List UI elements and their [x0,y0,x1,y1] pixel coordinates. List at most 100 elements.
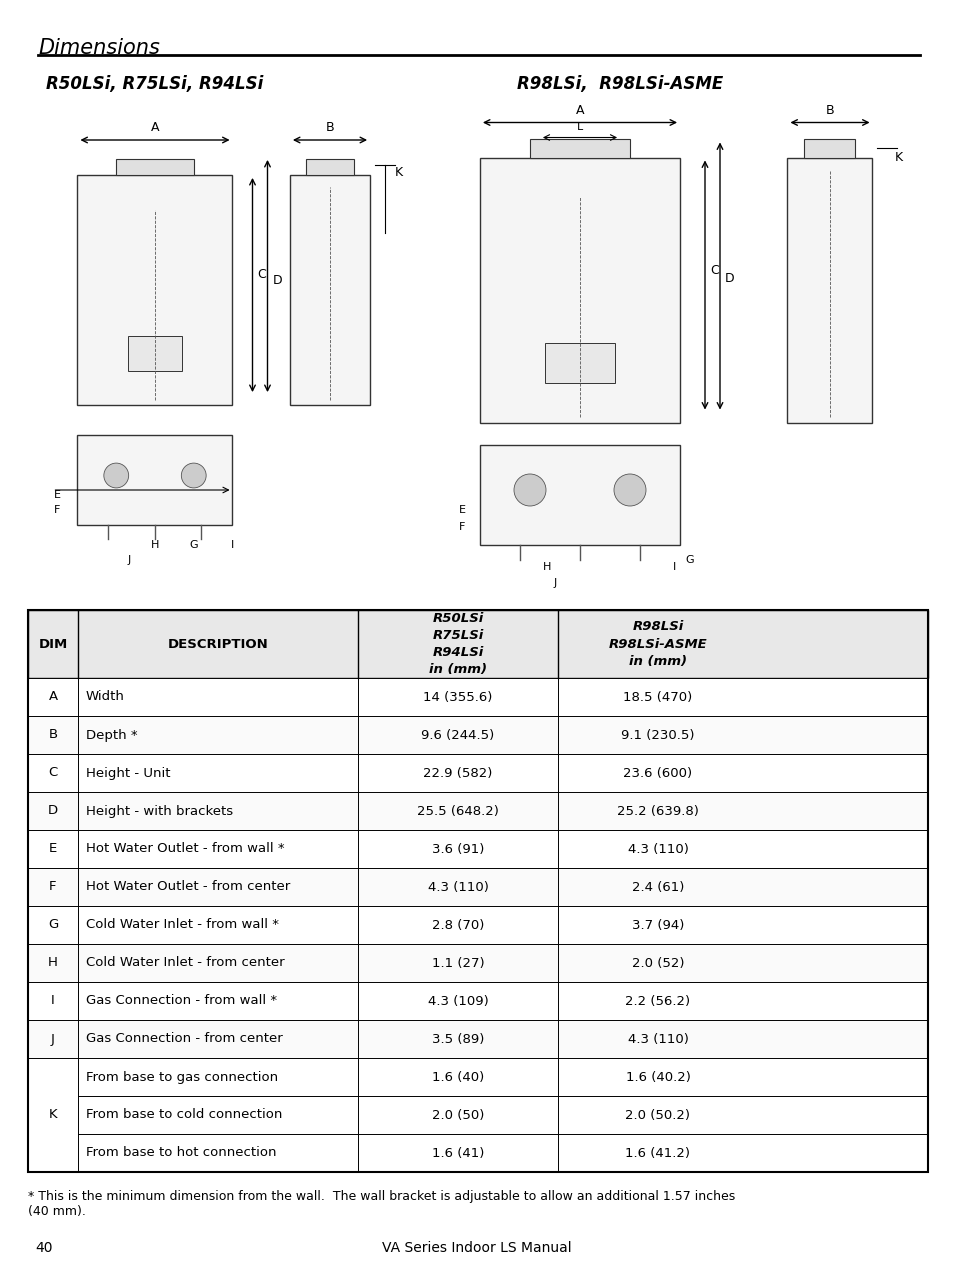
Text: F: F [50,880,56,894]
Text: A: A [576,103,583,117]
Text: 9.6 (244.5): 9.6 (244.5) [421,729,494,742]
Bar [28,906,927,944]
Bar [28,610,927,678]
Text: A: A [49,691,57,704]
Text: C: C [257,268,266,282]
Text: B: B [325,121,334,135]
Bar [530,138,629,157]
Bar [28,754,927,792]
Text: 14 (355.6): 14 (355.6) [423,691,492,704]
Text: C: C [49,767,57,780]
Bar [28,754,927,792]
Text: 2.0 (50): 2.0 (50) [432,1109,484,1121]
Text: R50LSi
R75LSi
R94LSi
in (mm): R50LSi R75LSi R94LSi in (mm) [429,612,486,676]
Text: 2.0 (52): 2.0 (52) [631,956,683,969]
Text: From base to cold connection: From base to cold connection [86,1109,282,1121]
Bar [28,678,927,716]
Text: H: H [151,540,159,550]
Bar [28,792,927,831]
Text: 2.4 (61): 2.4 (61) [631,880,683,894]
Text: 2.8 (70): 2.8 (70) [432,918,484,931]
Bar [479,444,679,545]
Bar [786,157,872,423]
Text: I: I [231,540,233,550]
Text: 9.1 (230.5): 9.1 (230.5) [620,729,694,742]
Text: 4.3 (110): 4.3 (110) [627,1033,688,1045]
Bar [479,157,679,423]
Bar [28,610,927,1172]
Text: J: J [128,555,131,565]
Bar [544,343,615,382]
Text: 1.6 (41): 1.6 (41) [432,1147,484,1160]
Text: 2.2 (56.2): 2.2 (56.2) [625,994,690,1007]
Text: E: E [458,505,465,516]
Bar [78,1058,927,1096]
Text: D: D [48,804,58,818]
Text: From base to hot connection: From base to hot connection [86,1147,276,1160]
Text: D: D [724,272,734,284]
Text: F: F [54,505,61,516]
Bar [28,716,927,754]
Text: 22.9 (582): 22.9 (582) [423,767,492,780]
Text: Width: Width [86,691,125,704]
Text: 25.2 (639.8): 25.2 (639.8) [617,804,699,818]
Bar [28,944,927,982]
Bar [116,159,193,175]
Text: I: I [51,994,55,1007]
Text: G: G [190,540,198,550]
Text: 1.1 (27): 1.1 (27) [432,956,484,969]
Circle shape [514,474,545,505]
Text: 2.0 (50.2): 2.0 (50.2) [625,1109,690,1121]
Text: 40: 40 [35,1241,52,1255]
Bar [28,1058,78,1172]
Text: H: H [542,563,550,572]
Text: 18.5 (470): 18.5 (470) [622,691,692,704]
Circle shape [104,464,129,488]
Text: J: J [51,1033,55,1045]
Bar [28,716,927,754]
Text: R98LSi,  R98LSi-ASME: R98LSi, R98LSi-ASME [517,75,722,93]
Bar [28,906,927,944]
Text: Cold Water Inlet - from center: Cold Water Inlet - from center [86,956,284,969]
Text: F: F [458,522,465,532]
Text: Height - Unit: Height - Unit [86,767,171,780]
Bar [28,610,927,678]
Bar [28,982,927,1020]
Text: Gas Connection - from center: Gas Connection - from center [86,1033,282,1045]
Text: L: L [577,122,582,132]
Text: 25.5 (648.2): 25.5 (648.2) [416,804,498,818]
Text: DESCRIPTION: DESCRIPTION [168,638,268,650]
Bar [28,831,927,867]
Text: K: K [49,1109,57,1121]
Text: K: K [395,166,403,179]
Text: From base to gas connection: From base to gas connection [86,1071,278,1083]
Text: 1.6 (40.2): 1.6 (40.2) [625,1071,690,1083]
Text: C: C [709,263,718,277]
Text: Hot Water Outlet - from center: Hot Water Outlet - from center [86,880,290,894]
Text: Depth *: Depth * [86,729,137,742]
Text: 1.6 (41.2): 1.6 (41.2) [625,1147,690,1160]
Bar [78,1096,927,1134]
Text: Cold Water Inlet - from wall *: Cold Water Inlet - from wall * [86,918,278,931]
Bar [78,1134,927,1172]
Text: K: K [894,151,902,164]
Bar [28,982,927,1020]
Text: DIM: DIM [38,638,68,650]
Bar [28,1020,927,1058]
Text: 3.6 (91): 3.6 (91) [432,842,484,856]
Text: Gas Connection - from wall *: Gas Connection - from wall * [86,994,276,1007]
Text: E: E [49,842,57,856]
Text: 4.3 (110): 4.3 (110) [427,880,488,894]
Text: 3.5 (89): 3.5 (89) [432,1033,484,1045]
Bar [128,337,182,371]
Bar [306,159,354,175]
Bar [77,175,233,405]
Text: J: J [553,578,556,588]
Text: 3.7 (94): 3.7 (94) [631,918,683,931]
Text: E: E [54,490,61,500]
Bar [28,831,927,867]
Text: A: A [151,121,159,135]
Text: Height - with brackets: Height - with brackets [86,804,233,818]
Bar [28,678,927,716]
Text: R50LSi, R75LSi, R94LSi: R50LSi, R75LSi, R94LSi [47,75,263,93]
